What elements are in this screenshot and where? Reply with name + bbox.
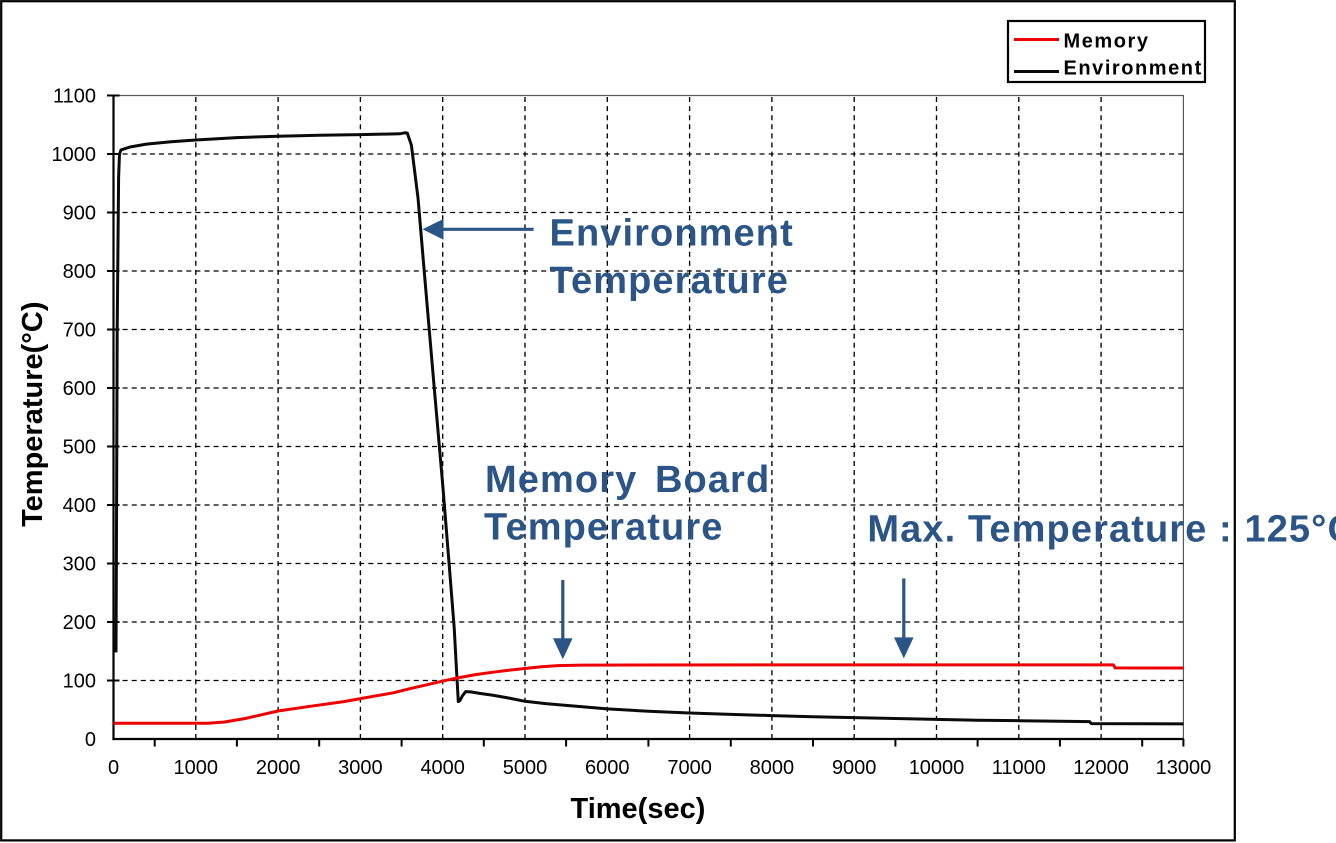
svg-text:2000: 2000 (256, 757, 301, 779)
svg-text:1100: 1100 (53, 86, 96, 108)
svg-text:0: 0 (85, 729, 96, 751)
svg-text:10000: 10000 (909, 757, 965, 779)
svg-text:12000: 12000 (1073, 757, 1129, 779)
svg-text:Memory: Memory (1064, 30, 1150, 52)
svg-text:3000: 3000 (338, 757, 383, 779)
svg-text:9000: 9000 (832, 757, 877, 779)
svg-text:0: 0 (108, 757, 119, 779)
svg-text:200: 200 (63, 612, 96, 634)
svg-text:5000: 5000 (503, 757, 548, 779)
svg-text:Temperature: Temperature (550, 260, 789, 302)
svg-text:Temperature(°C): Temperature(°C) (17, 302, 49, 527)
svg-text:Environment: Environment (1064, 58, 1203, 80)
svg-text:Temperature: Temperature (484, 506, 723, 548)
svg-text:7000: 7000 (667, 757, 712, 779)
svg-text:Memory Board: Memory Board (485, 459, 770, 501)
svg-text:400: 400 (63, 495, 96, 517)
svg-text:500: 500 (63, 437, 96, 459)
svg-text:Time(sec): Time(sec) (571, 793, 706, 825)
svg-text:300: 300 (63, 554, 96, 576)
svg-text:900: 900 (63, 203, 96, 225)
svg-text:4000: 4000 (420, 757, 465, 779)
svg-text:11000: 11000 (992, 757, 1046, 779)
svg-text:100: 100 (63, 671, 96, 693)
svg-text:6000: 6000 (585, 757, 630, 779)
svg-text:1000: 1000 (174, 757, 219, 779)
svg-text:Max. Temperature : 125°C: Max. Temperature : 125°C (867, 509, 1336, 551)
svg-text:Environment: Environment (550, 212, 794, 254)
svg-text:1000: 1000 (52, 144, 97, 166)
svg-text:800: 800 (63, 261, 96, 283)
svg-text:600: 600 (63, 378, 96, 400)
svg-text:700: 700 (63, 320, 96, 342)
svg-text:13000: 13000 (1156, 757, 1212, 779)
svg-text:8000: 8000 (750, 757, 795, 779)
